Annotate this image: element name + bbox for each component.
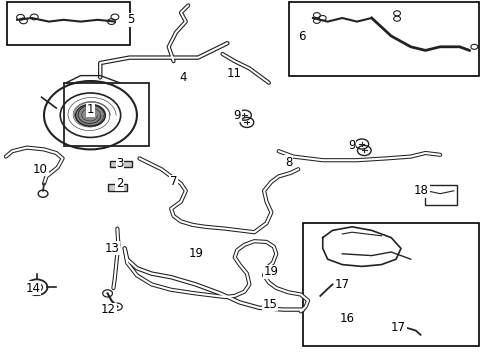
Text: 6: 6 xyxy=(298,30,305,42)
Text: 8: 8 xyxy=(284,156,292,168)
Text: 14: 14 xyxy=(26,282,41,294)
Text: 4: 4 xyxy=(179,71,187,84)
Text: 9: 9 xyxy=(233,109,241,122)
Text: 13: 13 xyxy=(105,242,120,255)
Text: 9: 9 xyxy=(347,139,355,152)
Text: 16: 16 xyxy=(339,312,354,325)
Text: 7: 7 xyxy=(169,175,177,188)
Bar xyxy=(107,184,127,191)
Text: 3: 3 xyxy=(116,157,123,170)
Text: 17: 17 xyxy=(334,278,349,291)
Bar xyxy=(288,2,478,76)
Text: 1: 1 xyxy=(86,103,94,116)
Text: 12: 12 xyxy=(101,303,116,316)
Text: 5: 5 xyxy=(126,13,134,26)
Bar xyxy=(425,185,456,205)
Text: 19: 19 xyxy=(189,247,203,260)
Bar xyxy=(7,2,129,45)
Text: 18: 18 xyxy=(413,184,428,197)
Text: 19: 19 xyxy=(264,265,278,278)
Text: 17: 17 xyxy=(390,321,405,334)
Bar xyxy=(63,83,149,146)
Text: 2: 2 xyxy=(116,177,123,190)
Text: 10: 10 xyxy=(33,163,48,176)
Text: 11: 11 xyxy=(226,67,241,80)
Circle shape xyxy=(76,104,105,126)
Text: 15: 15 xyxy=(262,298,277,311)
Bar xyxy=(110,161,132,167)
Bar xyxy=(303,223,478,346)
